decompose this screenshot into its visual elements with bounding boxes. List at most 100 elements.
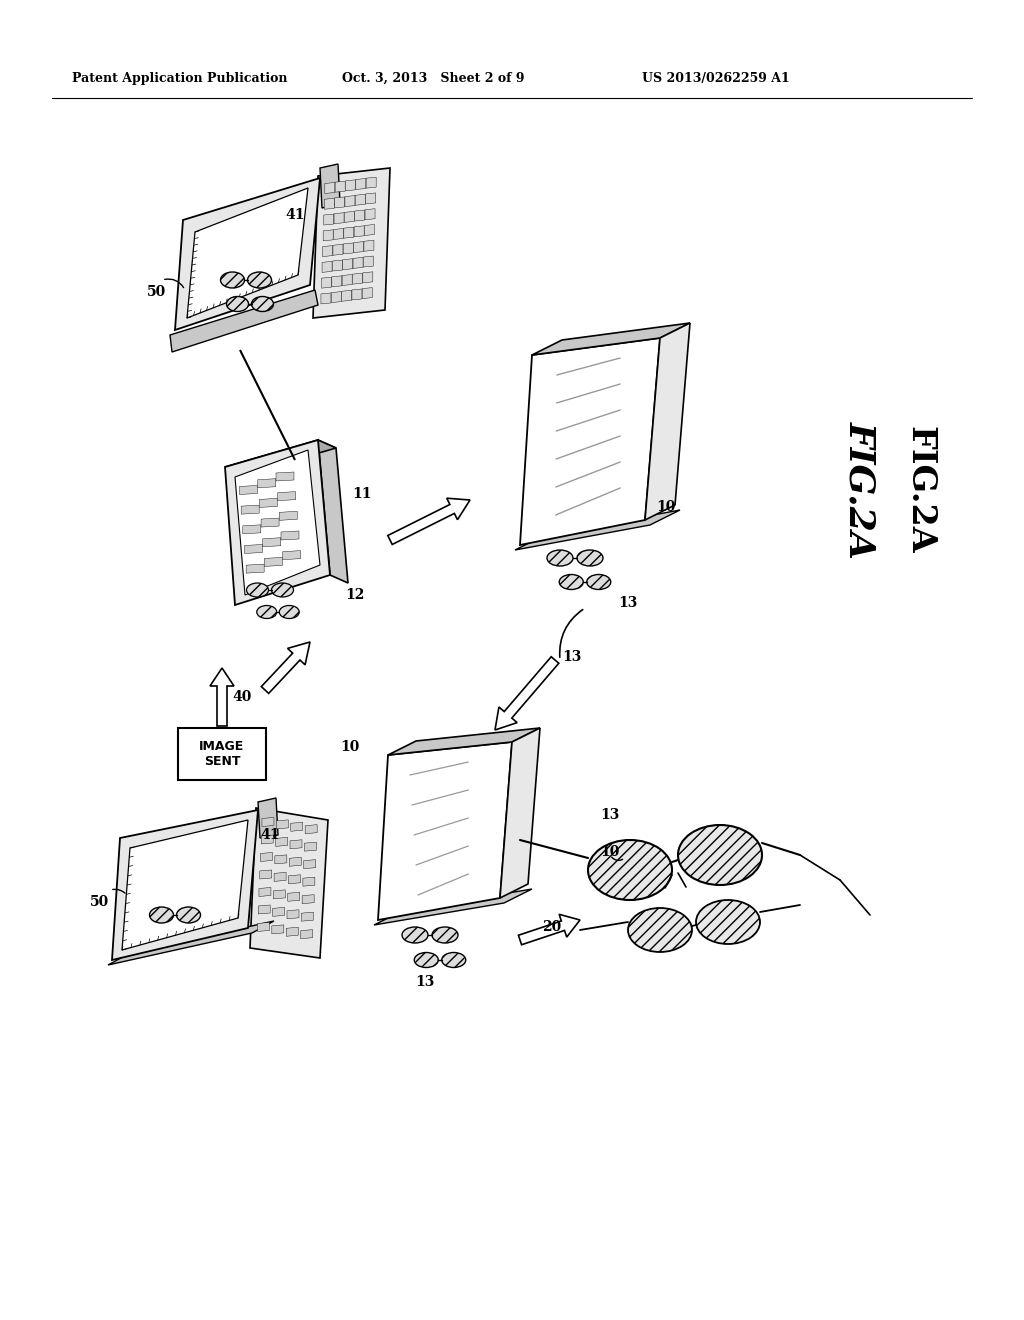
Polygon shape: [364, 240, 374, 251]
Text: 10: 10: [340, 741, 359, 754]
Polygon shape: [332, 276, 342, 286]
Polygon shape: [258, 799, 278, 838]
Polygon shape: [362, 272, 373, 282]
Polygon shape: [273, 890, 286, 899]
Text: 50: 50: [90, 895, 110, 909]
Polygon shape: [289, 875, 300, 884]
Ellipse shape: [257, 606, 276, 619]
Text: 13: 13: [618, 597, 637, 610]
Polygon shape: [272, 907, 285, 916]
Polygon shape: [287, 909, 299, 919]
Polygon shape: [271, 925, 284, 933]
Polygon shape: [354, 210, 365, 220]
Polygon shape: [278, 491, 296, 500]
Polygon shape: [374, 888, 532, 925]
Polygon shape: [332, 292, 341, 302]
Ellipse shape: [441, 953, 466, 968]
Ellipse shape: [252, 297, 273, 312]
Polygon shape: [515, 510, 680, 550]
Ellipse shape: [628, 908, 692, 952]
Polygon shape: [122, 820, 248, 950]
Ellipse shape: [415, 953, 438, 968]
Polygon shape: [334, 228, 343, 239]
Ellipse shape: [271, 583, 294, 597]
Polygon shape: [225, 440, 336, 475]
Polygon shape: [342, 290, 351, 301]
Polygon shape: [313, 168, 390, 318]
Polygon shape: [319, 164, 340, 209]
Polygon shape: [378, 742, 512, 920]
Polygon shape: [178, 729, 266, 780]
Polygon shape: [305, 825, 317, 834]
Text: 13: 13: [562, 649, 582, 664]
Text: 13: 13: [415, 975, 434, 989]
Text: FIG.2A: FIG.2A: [843, 421, 877, 558]
Polygon shape: [333, 260, 342, 271]
Polygon shape: [263, 537, 281, 546]
Polygon shape: [345, 180, 355, 191]
Polygon shape: [355, 194, 366, 206]
Polygon shape: [301, 912, 313, 921]
Polygon shape: [304, 842, 316, 851]
Ellipse shape: [220, 272, 245, 288]
Polygon shape: [261, 642, 310, 693]
Polygon shape: [245, 544, 262, 553]
Polygon shape: [301, 929, 312, 939]
Text: Patent Application Publication: Patent Application Publication: [72, 73, 288, 84]
Polygon shape: [170, 290, 318, 352]
Ellipse shape: [280, 606, 299, 619]
Polygon shape: [495, 657, 559, 730]
Ellipse shape: [696, 900, 760, 944]
Polygon shape: [343, 259, 352, 269]
Polygon shape: [365, 209, 375, 219]
Text: 41: 41: [285, 209, 304, 222]
Polygon shape: [225, 440, 330, 605]
Polygon shape: [210, 668, 234, 726]
Polygon shape: [274, 873, 286, 882]
Polygon shape: [262, 817, 274, 826]
Polygon shape: [261, 517, 280, 527]
Polygon shape: [344, 227, 354, 238]
Polygon shape: [366, 193, 376, 203]
Text: US 2013/0262259 A1: US 2013/0262259 A1: [642, 73, 790, 84]
Polygon shape: [187, 187, 308, 318]
Polygon shape: [261, 836, 273, 843]
Text: Oct. 3, 2013   Sheet 2 of 9: Oct. 3, 2013 Sheet 2 of 9: [342, 73, 524, 84]
Text: 10: 10: [656, 500, 676, 513]
Text: 13: 13: [600, 808, 620, 822]
Polygon shape: [257, 923, 269, 932]
Polygon shape: [388, 498, 470, 544]
Polygon shape: [322, 261, 332, 272]
Polygon shape: [303, 878, 315, 886]
Polygon shape: [275, 837, 288, 846]
Polygon shape: [353, 257, 364, 268]
Polygon shape: [260, 853, 272, 862]
Polygon shape: [108, 921, 274, 965]
Polygon shape: [240, 486, 257, 495]
Ellipse shape: [432, 927, 458, 942]
Polygon shape: [322, 277, 332, 288]
Polygon shape: [258, 906, 270, 913]
Polygon shape: [280, 511, 297, 520]
Polygon shape: [287, 927, 298, 936]
Polygon shape: [367, 177, 376, 189]
Polygon shape: [342, 275, 352, 285]
Polygon shape: [276, 820, 289, 829]
Polygon shape: [243, 525, 261, 533]
Ellipse shape: [547, 550, 573, 566]
Polygon shape: [388, 729, 540, 755]
Polygon shape: [334, 213, 344, 223]
Polygon shape: [532, 323, 690, 355]
Polygon shape: [352, 289, 361, 300]
Polygon shape: [264, 557, 283, 566]
Polygon shape: [259, 887, 271, 896]
Ellipse shape: [226, 297, 249, 312]
Ellipse shape: [150, 907, 173, 923]
Text: 41: 41: [260, 828, 280, 842]
Polygon shape: [283, 550, 301, 560]
Ellipse shape: [402, 927, 428, 942]
Ellipse shape: [176, 907, 201, 923]
Text: 40: 40: [232, 690, 251, 704]
Ellipse shape: [559, 574, 584, 590]
Text: 10: 10: [600, 845, 620, 859]
